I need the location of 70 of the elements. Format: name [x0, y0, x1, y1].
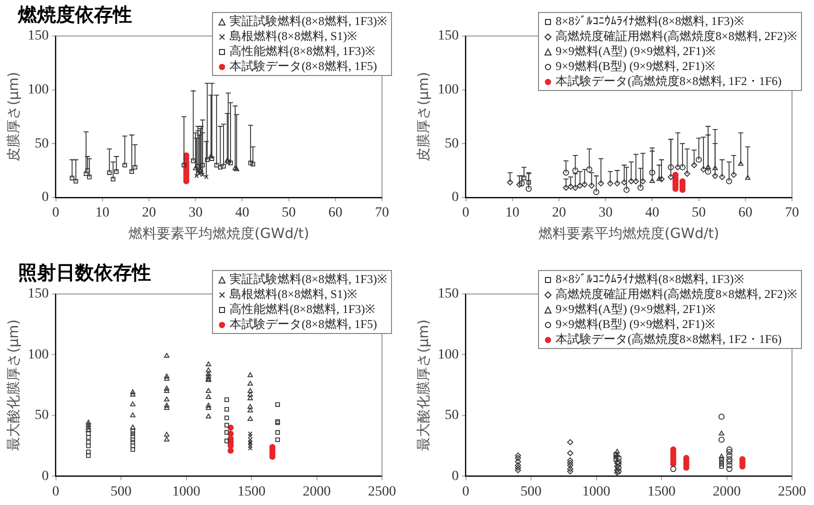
y-tick-label: 100	[28, 347, 49, 362]
legend-label: 実証試験燃料(8×8燃料, 1F3)※	[230, 14, 387, 29]
legend-label: 高燃焼度確証用燃料(高燃焼度8×8燃料, 2F2)※	[556, 29, 797, 44]
chart-title: 燃焼度依存性	[18, 2, 132, 28]
legend-label: 高性能燃料(8×8燃料, 1F3)※	[230, 44, 375, 59]
y-tick-label: 100	[438, 347, 459, 362]
x-tick-label: 2000	[302, 484, 331, 500]
x-tick-label: 0	[462, 205, 470, 220]
y-axis-title: 皮膜厚さ(μm)	[6, 72, 22, 162]
y-tick-label: 150	[438, 28, 459, 44]
x-tick-label: 70	[785, 205, 799, 220]
x-tick-label: 10	[95, 205, 110, 220]
x-tick-label: 1000	[172, 484, 200, 500]
y-axis-title: 最大酸化膜厚さ(μm)	[416, 319, 432, 451]
legend-label: 9×9燃料(A型) (9×9燃料, 2F1)※	[556, 302, 716, 317]
x-tick-label: 20	[552, 205, 566, 220]
x-tick-label: 0	[52, 484, 60, 500]
x-tick-label: 50	[692, 205, 706, 220]
y-tick-label: 100	[28, 82, 49, 98]
x-tick-label: 500	[520, 484, 542, 500]
y-tick-label: 0	[452, 190, 459, 206]
legend-label: 高性能燃料(8×8燃料, 1F3)※	[230, 302, 375, 317]
x-tick-label: 40	[235, 205, 250, 220]
y-tick-label: 0	[452, 468, 459, 484]
legend-label: 8×8ｼﾞﾙｺﾆｳﾑﾗｲﾅ燃料(8×8燃料, 1F3)※	[556, 14, 744, 29]
legend-label: 9×9燃料(B型) (9×9燃料, 2F1)※	[556, 59, 715, 74]
x-tick-label: 2500	[778, 484, 806, 500]
legend-label: 島根燃料(8×8燃料, S1)※	[230, 29, 357, 44]
x-tick-label: 1000	[582, 484, 610, 500]
y-tick-label: 50	[444, 136, 459, 152]
legend-label: 9×9燃料(A型) (9×9燃料, 2F1)※	[556, 44, 716, 59]
y-tick-label: 100	[438, 82, 459, 98]
legend-label: 島根燃料(8×8燃料, S1)※	[230, 287, 357, 302]
legend-label: 本試験データ(高燃焼度8×8燃料, 1F2・1F6)	[556, 332, 782, 347]
y-tick-label: 50	[34, 136, 49, 152]
legend-label: 実証試験燃料(8×8燃料, 1F3)※	[230, 272, 387, 287]
x-tick-label: 20	[142, 205, 156, 220]
y-axis-title: 最大酸化膜厚さ(μm)	[6, 319, 22, 451]
legend-label: 9×9燃料(B型) (9×9燃料, 2F1)※	[556, 317, 715, 332]
legend-label: 8×8ｼﾞﾙｺﾆｳﾑﾗｲﾅ燃料(8×8燃料, 1F3)※	[556, 272, 744, 287]
x-tick-label: 70	[375, 205, 389, 220]
x-tick-label: 1500	[238, 484, 266, 500]
x-tick-label: 0	[462, 484, 470, 500]
legend-label: 本試験データ(高燃焼度8×8燃料, 1F2・1F6)	[556, 74, 782, 89]
chart-title: 照射日数依存性	[18, 260, 151, 286]
y-tick-label: 50	[444, 408, 459, 424]
x-tick-label: 40	[645, 205, 660, 220]
legend-label: 本試験データ(8×8燃料, 1F5)	[230, 317, 377, 332]
x-axis-title: 燃料要素平均燃焼度(GWd/t)	[538, 226, 720, 242]
x-tick-label: 30	[188, 205, 203, 220]
x-tick-label: 2000	[712, 484, 741, 500]
x-tick-label: 0	[52, 205, 60, 220]
x-tick-label: 60	[328, 205, 342, 220]
y-tick-label: 150	[28, 28, 49, 44]
x-tick-label: 10	[505, 205, 520, 220]
y-tick-label: 150	[28, 286, 49, 302]
legend-label: 本試験データ(8×8燃料, 1F5)	[230, 59, 377, 74]
x-tick-label: 1500	[648, 484, 676, 500]
x-tick-label: 500	[110, 484, 132, 500]
x-tick-label: 60	[738, 205, 752, 220]
legend-label: 高燃焼度確証用燃料(高燃焼度8×8燃料, 2F2)※	[556, 287, 797, 302]
y-tick-label: 50	[34, 408, 49, 424]
x-axis-title: 燃料要素平均燃焼度(GWd/t)	[128, 226, 310, 242]
y-axis-title: 皮膜厚さ(μm)	[416, 72, 432, 162]
y-tick-label: 0	[42, 468, 49, 484]
y-tick-label: 0	[42, 190, 49, 206]
x-tick-label: 2500	[368, 484, 396, 500]
x-tick-label: 50	[282, 205, 296, 220]
x-tick-label: 30	[598, 205, 613, 220]
y-tick-label: 150	[438, 286, 459, 302]
